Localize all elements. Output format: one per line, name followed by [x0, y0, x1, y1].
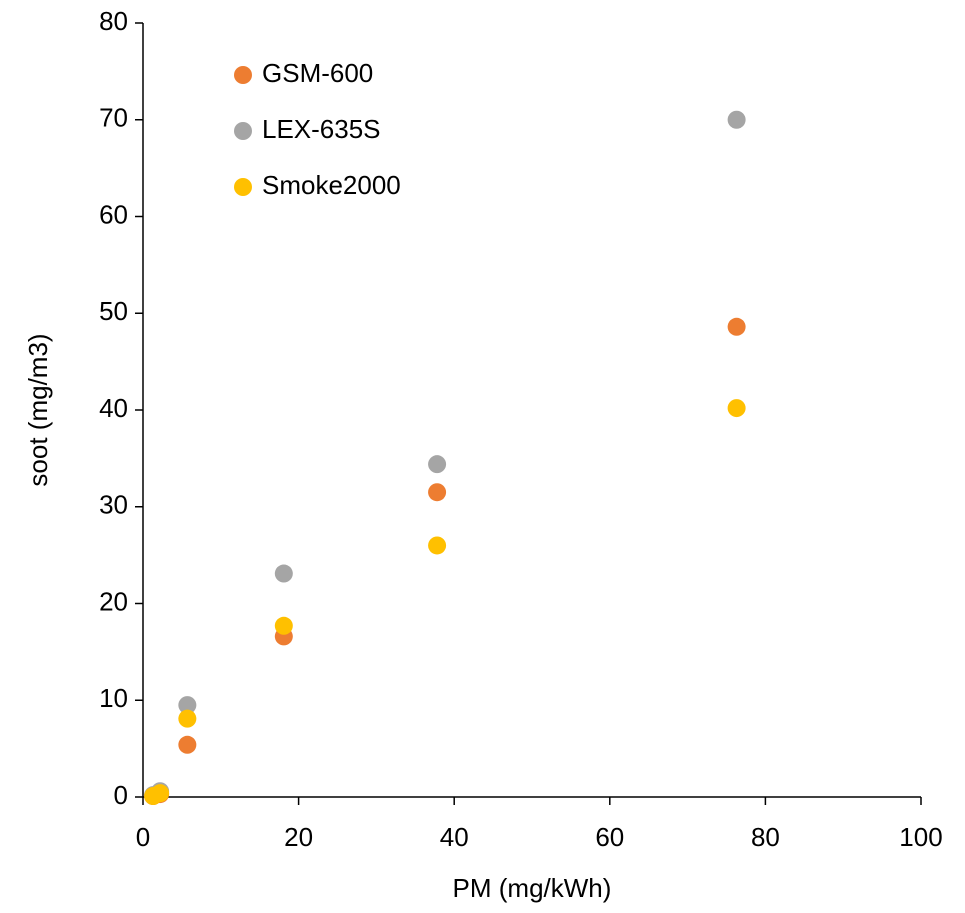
data-point: [274, 564, 293, 583]
x-tick-label: 100: [899, 822, 942, 852]
data-point: [727, 110, 746, 129]
y-tick-label: 30: [99, 490, 128, 520]
data-point: [428, 483, 447, 502]
y-tick-label: 50: [99, 296, 128, 326]
y-tick-label: 80: [99, 6, 128, 36]
y-tick-label: 60: [99, 199, 128, 229]
data-point: [727, 399, 746, 418]
legend-marker: [234, 66, 252, 84]
data-point: [178, 709, 197, 728]
legend-label: Smoke2000: [262, 170, 401, 200]
x-tick-label: 60: [595, 822, 624, 852]
data-point: [274, 616, 293, 635]
x-tick-label: 20: [284, 822, 313, 852]
y-tick-label: 0: [114, 780, 128, 810]
x-tick-label: 40: [440, 822, 469, 852]
data-point: [727, 317, 746, 336]
y-tick-label: 70: [99, 103, 128, 133]
legend-marker: [234, 178, 252, 196]
data-point: [151, 784, 170, 803]
legend-label: LEX-635S: [262, 114, 381, 144]
legend-label: GSM-600: [262, 58, 373, 88]
y-tick-label: 40: [99, 393, 128, 423]
data-point: [178, 735, 197, 754]
x-tick-label: 80: [751, 822, 780, 852]
data-point: [178, 696, 197, 715]
y-axis-title: soot (mg/m3): [23, 333, 53, 486]
data-point: [428, 455, 447, 474]
data-point: [428, 536, 447, 555]
y-tick-label: 10: [99, 683, 128, 713]
x-axis-title: PM (mg/kWh): [453, 873, 612, 903]
legend-marker: [234, 122, 252, 140]
x-tick-label: 0: [136, 822, 150, 852]
y-tick-label: 20: [99, 586, 128, 616]
